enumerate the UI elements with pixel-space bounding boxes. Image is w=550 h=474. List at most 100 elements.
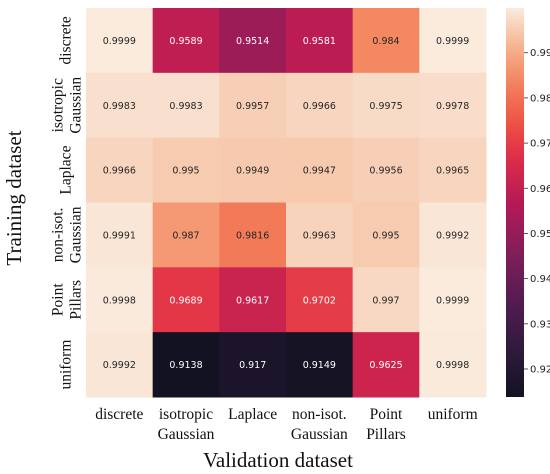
cell-value-label: 0.9999 (436, 295, 469, 306)
cell-value-label: 0.995 (172, 166, 199, 177)
heatmap-cell (152, 332, 220, 398)
heatmap-cell (419, 72, 487, 139)
cell-value-label: 0.9992 (103, 360, 136, 371)
heatmap-cell (286, 72, 354, 139)
colorbar-tick-label: 0.97 (530, 139, 550, 150)
heatmap-cell (286, 332, 354, 398)
x-tick-label: discrete (95, 406, 143, 423)
heatmap-cell (219, 332, 287, 398)
colorbar-tick-label: 0.94 (530, 274, 550, 285)
heatmap-cell (286, 137, 354, 203)
heatmap-cell (152, 267, 220, 333)
heatmap-cell (352, 202, 420, 268)
heatmap-cell (152, 8, 220, 74)
cell-value-label: 0.9998 (103, 295, 136, 306)
y-axis-title: Training dataset (2, 130, 26, 265)
cell-value-label: 0.9966 (103, 166, 136, 177)
x-tick-label: non-isot. (292, 406, 347, 423)
x-tick-label: Pillars (366, 426, 406, 443)
colorbar-tick-label: 0.95 (530, 229, 550, 240)
y-tick-labels: discrete isotropic Gaussian Laplace non-isot… (50, 16, 85, 389)
cell-value-label: 0.984 (372, 36, 399, 47)
colorbar-tick-label: 0.98 (530, 93, 550, 104)
heatmap-cell (86, 72, 154, 139)
cell-value-label: 0.9992 (436, 230, 469, 241)
heatmap-cell (219, 137, 287, 203)
heatmap-cell (152, 137, 220, 203)
heatmap-cell (352, 267, 420, 333)
heatmap-cell (219, 72, 287, 139)
cell-value-label: 0.9617 (236, 295, 269, 306)
cell-value-label: 0.9625 (369, 360, 402, 371)
heatmap-cell (352, 137, 420, 203)
heatmap-cell (286, 267, 354, 333)
cell-value-label: 0.9138 (169, 360, 202, 371)
heatmap-cell (152, 72, 220, 139)
y-tick-label: discrete (58, 16, 75, 64)
y-tick-label: Gaussian (68, 206, 85, 263)
y-tick-label: non-isot. (50, 208, 67, 263)
y-tick-label: uniform (58, 340, 75, 390)
heatmap-cell (219, 202, 287, 268)
cell-value-label: 0.9589 (169, 36, 202, 47)
y-tick-label: Point (50, 283, 67, 316)
heatmap-cell (86, 267, 154, 333)
colorbar-ticks: 0.92 0.93 0.94 0.95 0.96 0.97 0.98 0.99 (524, 48, 550, 375)
heatmap-cell (419, 202, 487, 268)
x-axis-title: Validation dataset (203, 448, 353, 472)
heatmap-cell (352, 72, 420, 139)
cell-value-label: 0.9999 (436, 36, 469, 47)
x-tick-label: Point (370, 406, 403, 423)
x-tick-labels: discrete isotropic Gaussian Laplace non-isot… (95, 406, 477, 443)
heatmap-cell (86, 202, 154, 268)
cell-value-label: 0.987 (172, 230, 199, 241)
cell-value-label: 0.9947 (303, 166, 336, 177)
heatmap-cells: 0.9999 0.9589 0.9514 0.9581 0.984 0.9999 0.998… (86, 8, 487, 398)
cell-value-label: 0.9816 (236, 230, 269, 241)
heatmap-cell (419, 332, 487, 398)
colorbar (506, 8, 524, 397)
heatmap-cell (419, 8, 487, 74)
y-tick-label: Laplace (58, 145, 75, 194)
x-tick-label: Laplace (228, 406, 277, 423)
heatmap-cell (219, 8, 287, 74)
cell-value-label: 0.9966 (303, 101, 336, 112)
heatmap-cell (286, 8, 354, 74)
cell-value-label: 0.9956 (369, 166, 402, 177)
heatmap-cell (219, 267, 287, 333)
colorbar-tick-label: 0.96 (530, 184, 550, 195)
heatmap-cell (86, 8, 154, 74)
cell-value-label: 0.9702 (303, 295, 336, 306)
cell-value-label: 0.997 (372, 295, 399, 306)
cell-value-label: 0.9999 (103, 36, 136, 47)
heatmap-cell (152, 202, 220, 268)
cell-value-label: 0.995 (372, 230, 399, 241)
heatmap-cell (419, 137, 487, 203)
cell-value-label: 0.9949 (236, 166, 269, 177)
colorbar-tick-label: 0.93 (530, 319, 550, 330)
cell-value-label: 0.9983 (103, 101, 136, 112)
cell-value-label: 0.9965 (436, 166, 469, 177)
heatmap-cell (286, 202, 354, 268)
cell-value-label: 0.9149 (303, 360, 336, 371)
heatmap-cell (86, 332, 154, 398)
heatmap-cell (352, 332, 420, 398)
cell-value-label: 0.9957 (236, 101, 269, 112)
cell-value-label: 0.9975 (369, 101, 402, 112)
heatmap-cell (419, 267, 487, 333)
colorbar-tick-label: 0.99 (530, 48, 550, 59)
cell-value-label: 0.9514 (236, 36, 269, 47)
y-tick-label: isotropic (50, 78, 67, 132)
cell-value-label: 0.9978 (436, 101, 469, 112)
cell-value-label: 0.9983 (169, 101, 202, 112)
y-tick-label: Pillars (68, 280, 85, 320)
cell-value-label: 0.9998 (436, 360, 469, 371)
x-tick-label: isotropic (159, 406, 213, 423)
x-tick-label: uniform (428, 406, 478, 423)
cell-value-label: 0.9963 (303, 230, 336, 241)
heatmap-cell (86, 137, 154, 203)
heatmap-cell (352, 8, 420, 74)
x-tick-label: Gaussian (291, 426, 348, 443)
cell-value-label: 0.9991 (103, 230, 136, 241)
